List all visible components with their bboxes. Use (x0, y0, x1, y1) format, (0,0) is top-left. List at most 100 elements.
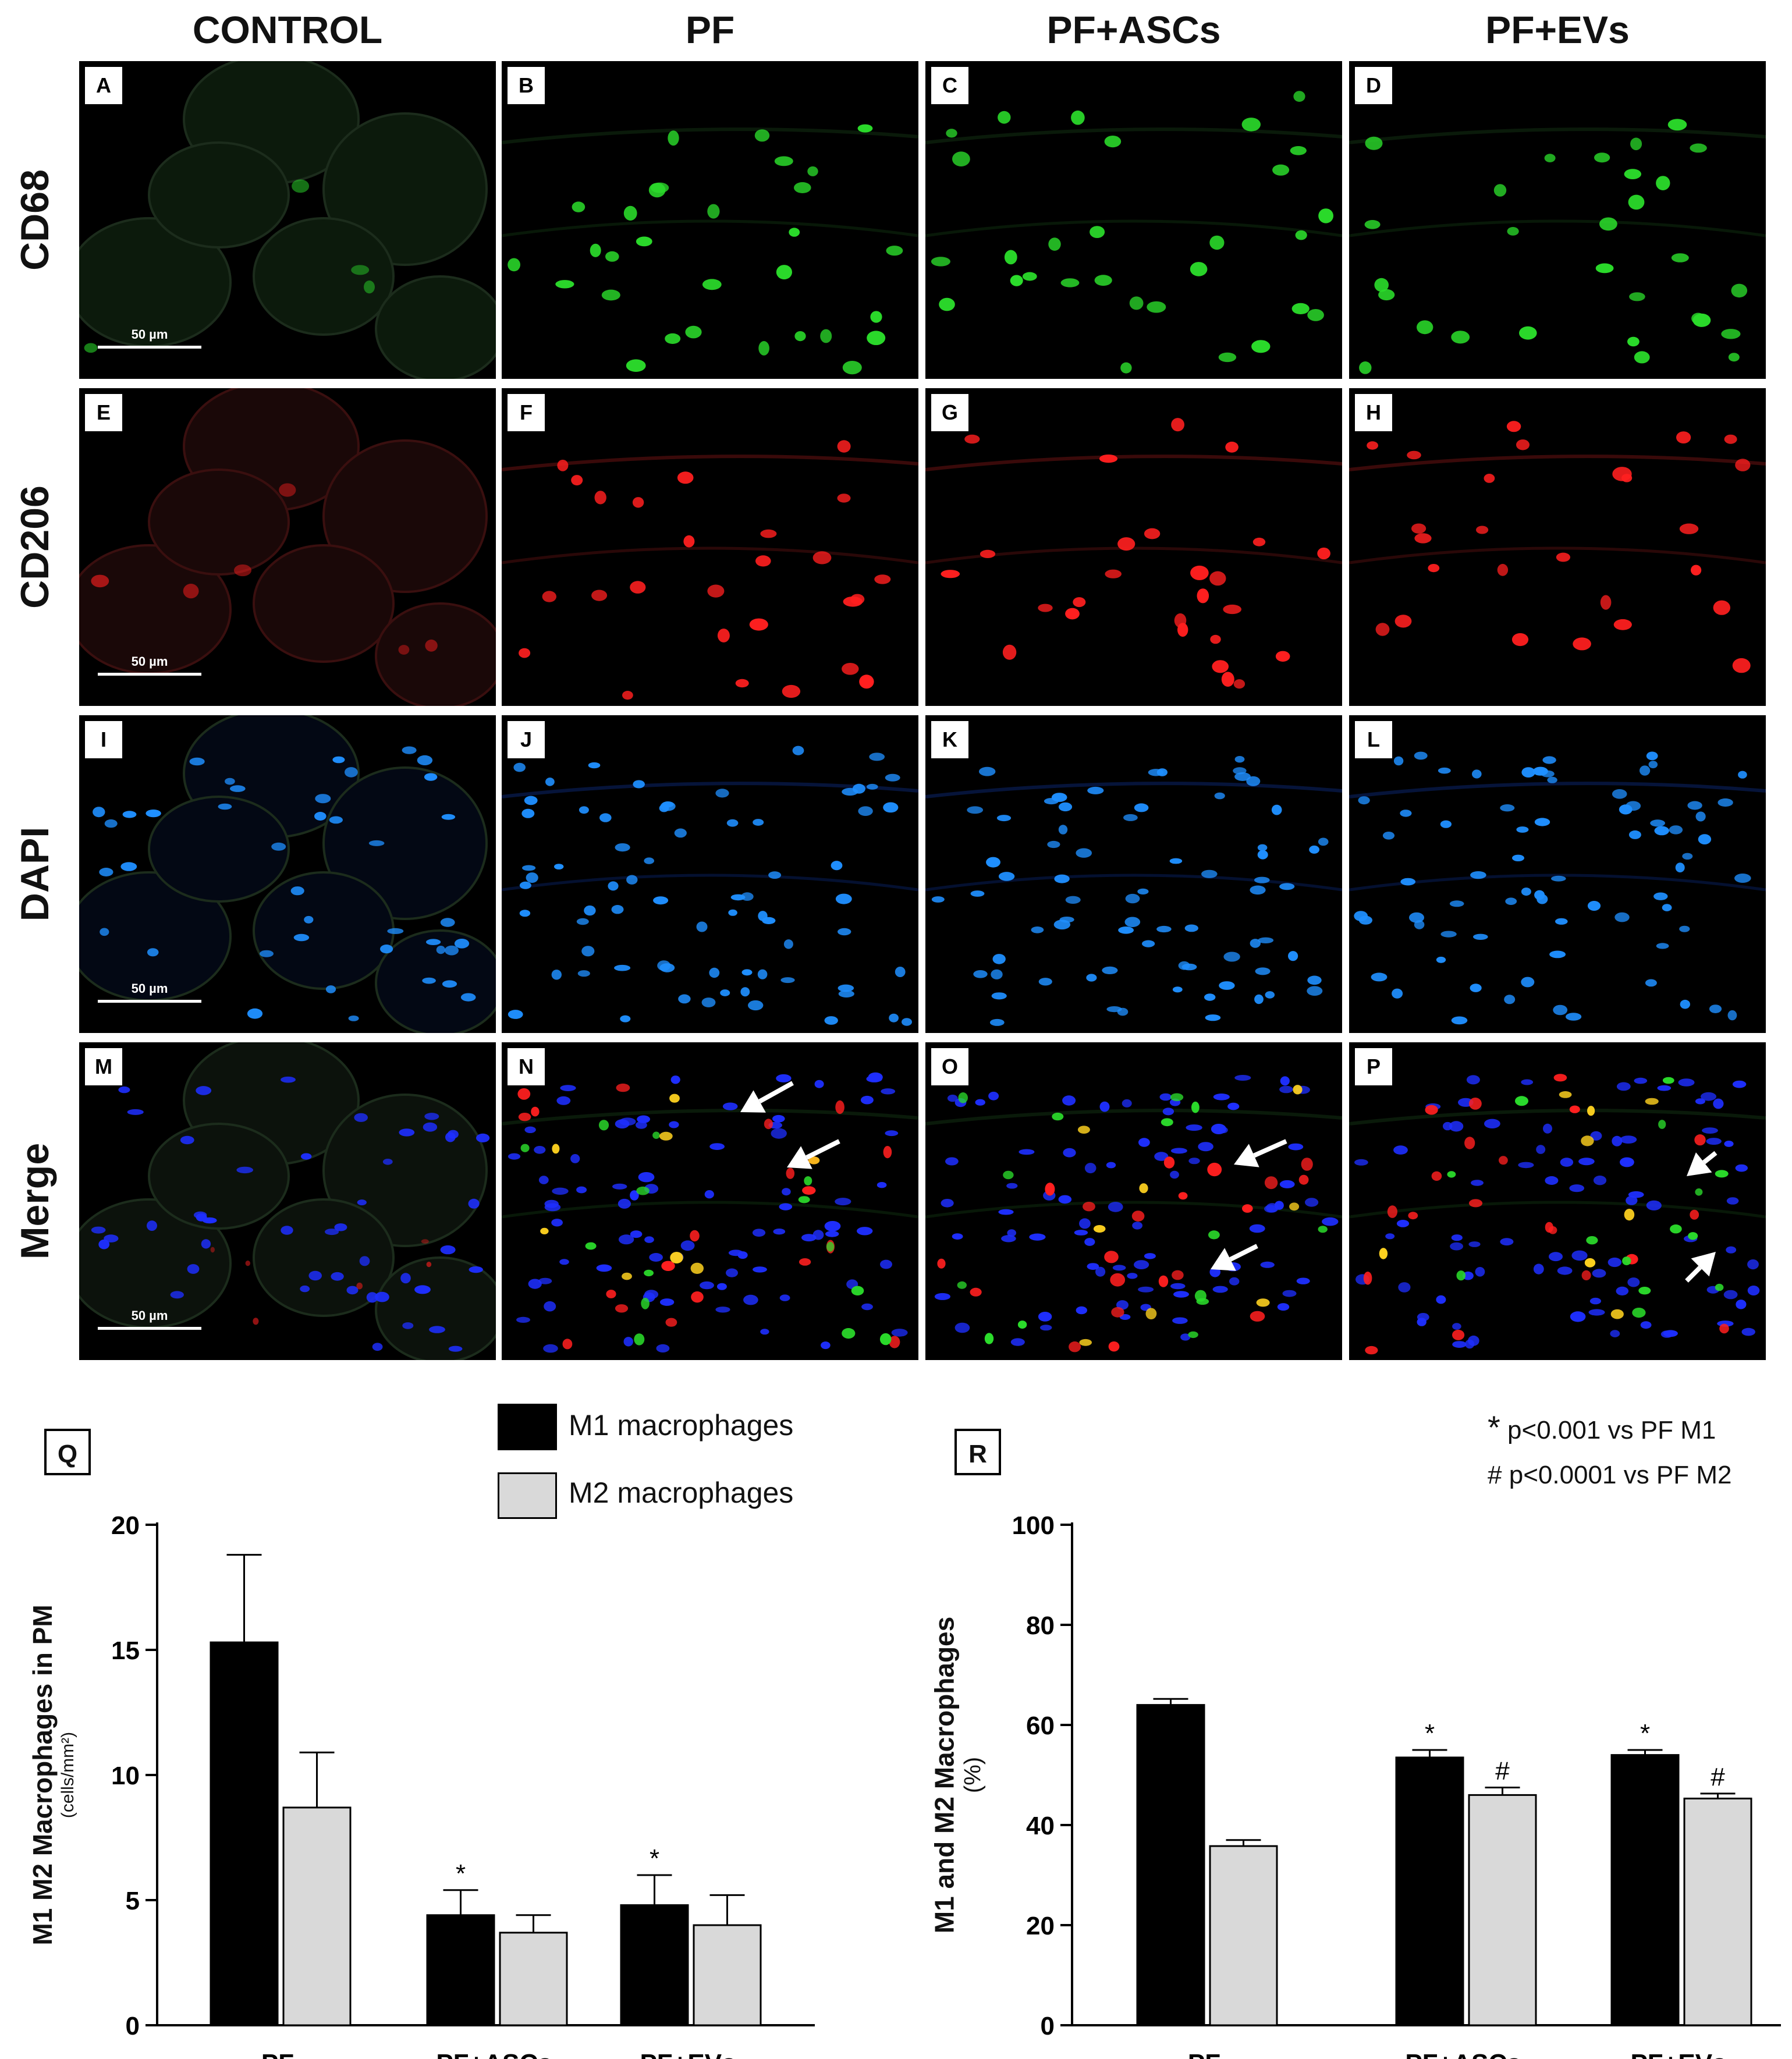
micrograph-image (79, 715, 496, 1033)
y-tick-label: 60 (1026, 1712, 1055, 1740)
panel-letter: P (1355, 1048, 1392, 1085)
panel-letter: H (1355, 394, 1392, 431)
panel-label-q: Q (44, 1429, 91, 1475)
significance-mark: * (456, 1859, 466, 1888)
micrograph-panel-cd206-3: H (1349, 388, 1766, 706)
bar-m1 (1395, 1756, 1464, 2026)
micrograph-image (925, 61, 1342, 379)
micrograph-panel-cd206-1: F (502, 388, 918, 706)
significance-mark: * (650, 1844, 659, 1873)
micrograph-image (502, 715, 918, 1033)
panel-letter: N (508, 1048, 545, 1085)
panel-letter: A (85, 67, 122, 104)
bar-m1 (1136, 1704, 1205, 2026)
micrograph-image (79, 61, 496, 379)
micrograph-image (502, 388, 918, 706)
column-header-pf-evs: PF+EVs (1485, 8, 1630, 51)
panel-letter: M (85, 1048, 122, 1085)
micrograph-image (1349, 61, 1766, 379)
significance-mark: * (1640, 1719, 1650, 1748)
y-tick-label: 20 (1026, 1912, 1055, 1940)
micrograph-panel-cd68-1: B (502, 61, 918, 379)
y-tick-label: 80 (1026, 1611, 1055, 1640)
x-tick-label: PF+ASCs (436, 2049, 552, 2059)
y-tick-label: 20 (111, 1511, 140, 1540)
panel-letter: J (508, 721, 545, 758)
bar-m2 (282, 1806, 352, 2026)
micrograph-panel-cd206-0: E 50 µm (79, 388, 496, 706)
chart-r: 0 20 40 60 80 100 PF PF+ASCs * # PF+EVs * # (1012, 1511, 1781, 2059)
bar-m2 (693, 1924, 762, 2026)
panel-letter: C (931, 67, 968, 104)
legend-label-m2: M2 macrophages (569, 1476, 794, 1509)
column-header-control: CONTROL (192, 8, 383, 51)
micrograph-image (925, 715, 1342, 1033)
bar-m1 (210, 1641, 279, 2026)
legend-swatch-m2 (498, 1472, 557, 1519)
scale-bar-line (98, 346, 201, 349)
significance-note-hash: # p<0.0001 vs PF M2 (1488, 1461, 1732, 1489)
micrograph-panel-dapi-2: K (925, 715, 1342, 1033)
bar-m2 (1468, 1794, 1537, 2026)
micrograph-panel-dapi-3: L (1349, 715, 1766, 1033)
panel-letter: E (85, 394, 122, 431)
significance-mark: * (1425, 1719, 1435, 1748)
scale-bar: 50 µm (98, 654, 201, 676)
significance-mark: # (1711, 1763, 1725, 1791)
y-tick-label: 0 (126, 2012, 140, 2040)
scale-bar-line (98, 1327, 201, 1330)
panel-letter: O (931, 1048, 968, 1085)
scale-bar: 50 µm (98, 327, 201, 349)
bar-m1 (426, 1914, 495, 2026)
micrograph-panel-merge-2: O (925, 1042, 1342, 1360)
micrograph-panel-cd68-3: D (1349, 61, 1766, 379)
row-label-merge: Merge (13, 1142, 57, 1260)
bar-m2 (499, 1932, 568, 2026)
bar-m1 (620, 1904, 689, 2026)
x-tick-label: PF+EVs (640, 2049, 736, 2059)
panel-letter: I (85, 721, 122, 758)
scale-bar: 50 µm (98, 981, 201, 1003)
bar-m1 (1610, 1754, 1680, 2026)
y-tick-label: 40 (1026, 1812, 1055, 1840)
scale-bar-label: 50 µm (131, 981, 168, 996)
significance-mark: # (1495, 1757, 1510, 1785)
legend-label-m1: M1 macrophages (569, 1409, 794, 1442)
micrograph-image (79, 388, 496, 706)
row-label-cd68: CD68 (13, 169, 57, 271)
micrograph-panel-dapi-0: I 50 µm (79, 715, 496, 1033)
row-label-cd206: CD206 (13, 485, 57, 609)
micrograph-image (1349, 388, 1766, 706)
x-tick-label: PF+ASCs (1405, 2049, 1521, 2059)
significance-note-star: * p<0.001 vs PF M1 (1488, 1409, 1716, 1446)
panel-label-r: R (954, 1429, 1001, 1475)
y-tick-label: 5 (126, 1887, 140, 1915)
x-tick-label: PF+EVs (1630, 2049, 1726, 2059)
x-tick-label: PF (1188, 2049, 1220, 2059)
column-header-pf: PF (685, 8, 735, 51)
scale-bar: 50 µm (98, 1308, 201, 1330)
micrograph-panel-cd68-0: A 50 µm (79, 61, 496, 379)
y-tick-label: 10 (111, 1762, 140, 1790)
bar-m2 (1209, 1845, 1278, 2026)
micrograph-panel-merge-0: M 50 µm (79, 1042, 496, 1360)
y-tick-label: 0 (1041, 2012, 1055, 2040)
scale-bar-label: 50 µm (131, 1308, 168, 1323)
micrograph-image (502, 1042, 918, 1360)
micrograph-panel-cd68-2: C (925, 61, 1342, 379)
panel-letter: B (508, 67, 545, 104)
micrograph-panel-cd206-2: G (925, 388, 1342, 706)
x-tick-label: PF (261, 2049, 294, 2059)
chart-q: 0 5 10 15 20 PF PF+ASCs * PF+EVs * (111, 1511, 815, 2059)
row-label-dapi: DAPI (13, 826, 57, 922)
bar-m2 (1683, 1797, 1752, 2026)
panel-letter: K (931, 721, 968, 758)
panel-letter: D (1355, 67, 1392, 104)
scale-bar-line (98, 1000, 201, 1003)
micrograph-image (1349, 1042, 1766, 1360)
column-header-pf-ascs: PF+ASCs (1046, 8, 1221, 51)
y-tick-label: 100 (1012, 1511, 1055, 1540)
panel-letter: L (1355, 721, 1392, 758)
panel-letter: F (508, 394, 545, 431)
y-tick-label: 15 (111, 1636, 140, 1665)
